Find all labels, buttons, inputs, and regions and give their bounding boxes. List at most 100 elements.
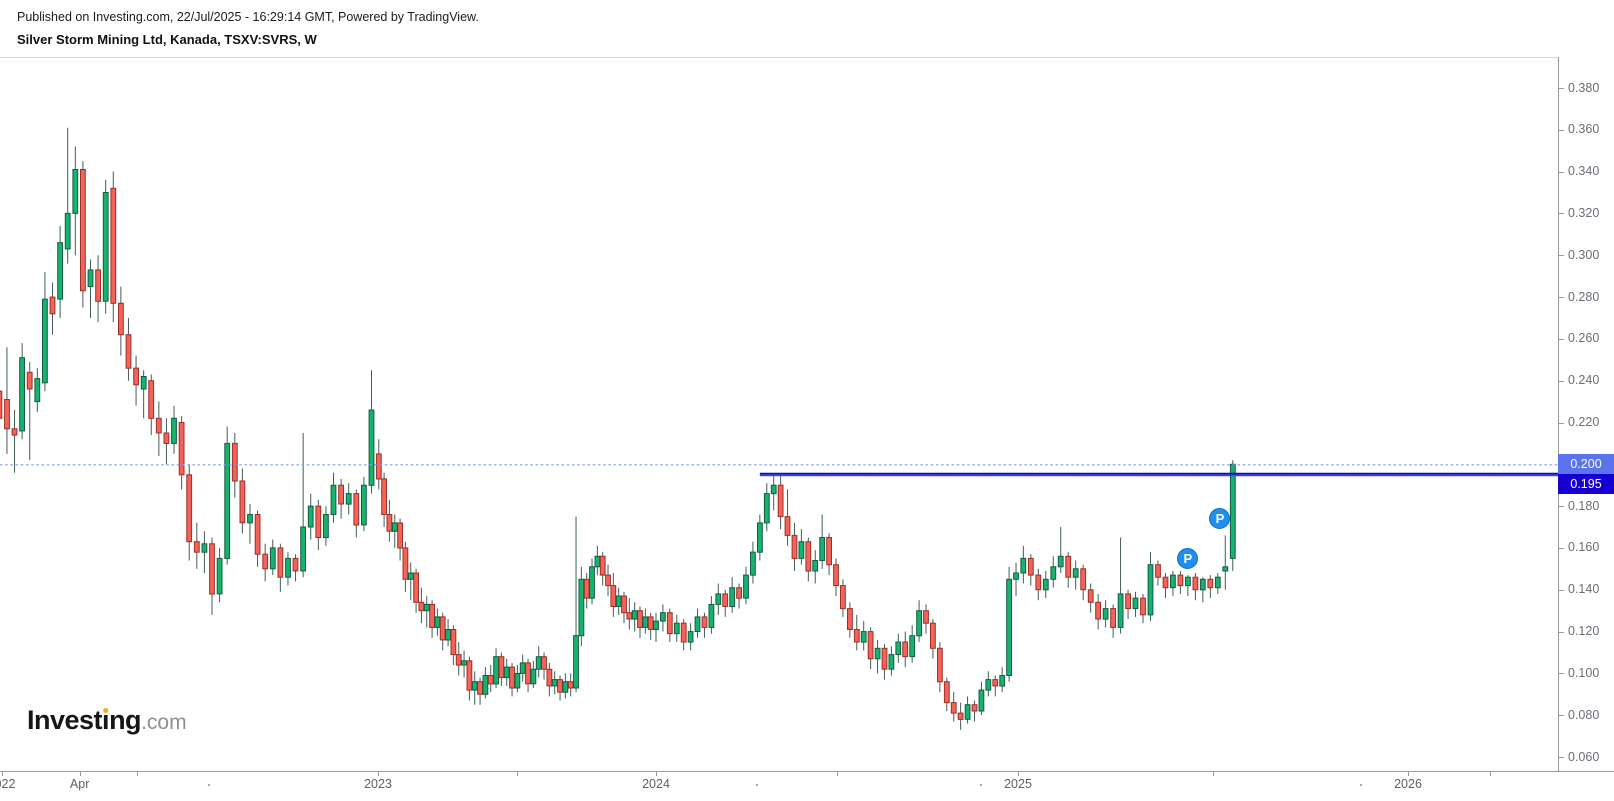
candle [757,514,763,561]
candle [708,596,715,634]
candle [937,642,943,693]
price-tick-label: 0.180 [1568,498,1600,513]
candle [224,426,231,565]
logo-tld: .com [141,711,187,734]
candle [833,558,839,597]
candle [42,271,48,392]
time-axis-label: 2023 [364,777,392,791]
price-label-upper: 0.200 [1558,453,1614,474]
candle [171,405,177,454]
candle [397,518,404,561]
time-axis[interactable]: 2022 Apr 2023 2024 2025 2026 [0,772,1614,801]
candle [386,499,393,542]
candle [1087,583,1094,613]
candle [605,564,611,597]
candle [1125,589,1131,620]
candle [1147,552,1154,622]
price-tick-label: 0.220 [1568,415,1600,429]
candle [285,552,291,586]
time-axis-dot [756,784,758,786]
candle [916,600,923,643]
candle [4,347,10,454]
candle [402,541,409,592]
candle [1117,537,1124,634]
candle [826,533,833,576]
published-line: Published on Investing.com, 22/Jul/2025 … [17,10,479,24]
candle [133,355,139,406]
time-axis-tick [378,772,379,776]
candle [626,598,633,630]
candle [867,627,874,670]
price-tick-label: 0.320 [1568,205,1600,220]
candle [434,608,441,636]
time-axis-dot [1360,784,1362,786]
price-tick-label: 0.120 [1568,624,1600,639]
candle [1080,564,1087,601]
time-axis-dot [208,784,210,786]
investing-logo: Investing.com [27,705,187,736]
candle [57,225,64,318]
candle [95,255,101,323]
price-axis-tick [1559,631,1564,633]
candle [193,522,200,569]
candle [971,700,978,722]
candle [1207,575,1214,599]
candle [557,675,563,701]
price-axis[interactable]: 0.380 0.360 0.340 0.320 0.300 0.280 0.260 0.240… [1559,57,1614,771]
price-tick-label: 0.260 [1568,331,1600,346]
candle [530,660,537,689]
candle [493,648,500,689]
candle [546,662,553,697]
candle [562,673,569,699]
time-axis-label: 2026 [1394,777,1422,791]
candle [722,589,729,617]
candle [216,547,223,603]
candle [1102,600,1109,628]
candle [647,612,654,640]
price-axis-tick [1559,338,1564,340]
candle [87,259,94,318]
time-axis-tick [79,772,81,776]
candle [209,537,215,615]
candle [770,474,777,511]
candle [471,671,478,705]
p-marker[interactable]: P [1177,547,1199,569]
candle [307,493,314,540]
candle [330,472,337,523]
candle [439,612,446,651]
logo-i-orange-dot: i [102,705,110,735]
candle [254,510,261,567]
price-label-lower: 0.195 [1558,474,1614,495]
candle [514,665,521,693]
candle [487,665,494,693]
candle [573,516,579,693]
candle [763,483,770,532]
candle [847,602,853,638]
candle [423,596,430,628]
candle [1140,593,1146,624]
candle [64,127,71,264]
time-axis-tick [656,772,657,776]
time-axis-line [0,771,1614,772]
chart-plot-area[interactable] [0,57,1558,771]
p-marker[interactable]: P [1209,508,1231,530]
candle [1162,573,1169,599]
time-axis-label: 2025 [1004,777,1032,791]
candle [750,541,756,584]
candle [361,476,367,532]
candle [381,472,388,528]
price-axis-tick [1559,757,1564,758]
price-axis-tick [1559,506,1564,508]
candle [992,675,999,697]
time-axis-label: 2024 [642,777,670,791]
candle [551,671,558,695]
candle [673,614,680,643]
candle [186,464,193,561]
candle [455,642,462,676]
candle [315,499,322,551]
candle [418,587,425,624]
candle [819,514,826,569]
candle [1065,552,1072,588]
price-axis-tick [1559,297,1564,299]
candle [680,619,687,651]
